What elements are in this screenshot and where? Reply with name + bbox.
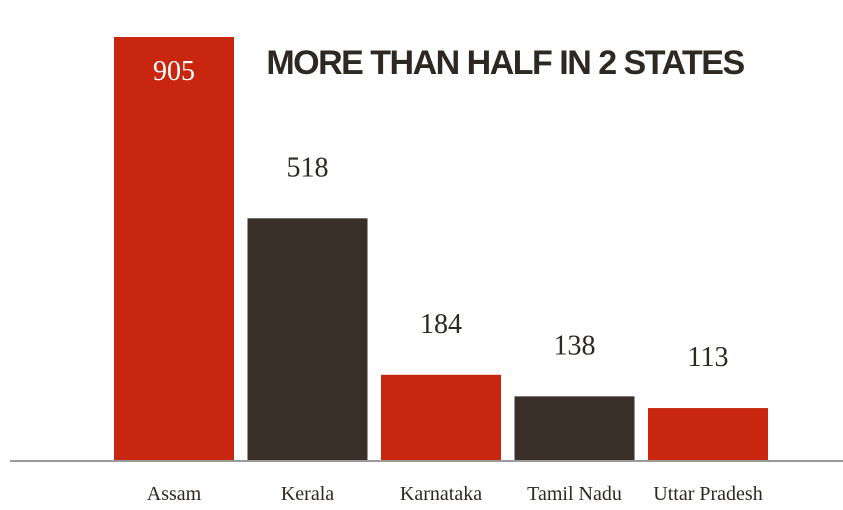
category-label-kerala: Kerala (281, 483, 334, 505)
labels-group: 905 Assam 518 Kerala 184 Karnataka 138 Tamil Na… (147, 56, 763, 505)
category-label-assam: Assam (147, 483, 202, 505)
chart-title: MORE THAN HALF IN 2 STATES (266, 44, 744, 82)
bar-uttar-pradesh (648, 408, 768, 461)
bar-assam (114, 37, 234, 461)
value-label-uttar-pradesh: 113 (688, 342, 729, 373)
bar-karnataka (381, 374, 501, 461)
category-label-karnataka: Karnataka (400, 483, 482, 505)
category-label-uttar-pradesh: Uttar Pradesh (653, 483, 762, 505)
category-label-tamil-nadu: Tamil Nadu (527, 483, 622, 505)
value-label-tamil-nadu: 138 (554, 330, 596, 361)
value-label-karnataka: 184 (420, 309, 462, 340)
value-label-assam: 905 (153, 56, 195, 87)
bar-kerala (247, 218, 368, 461)
value-label-kerala: 518 (287, 152, 329, 183)
bars-group (114, 37, 768, 461)
bar-tamil-nadu (514, 396, 635, 461)
